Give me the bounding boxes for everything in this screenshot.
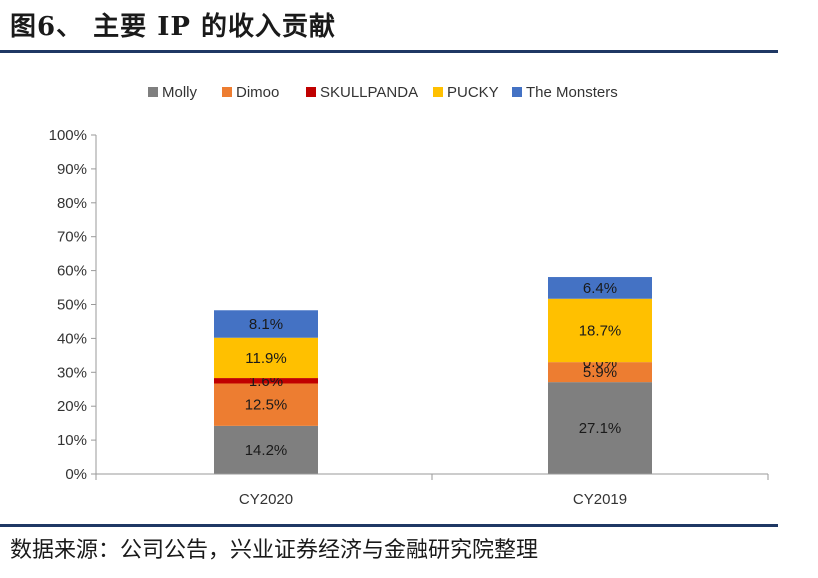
y-tick-label-10: 100%: [49, 127, 87, 144]
x-tick-label-0: CY2020: [239, 491, 293, 508]
bar-cy2019-molly: [548, 382, 652, 474]
title-rule: [0, 50, 778, 53]
y-tick-label-6: 60%: [57, 263, 87, 280]
y-tick-label-9: 90%: [57, 161, 87, 178]
data-label-cy2019-1: 5.9%: [583, 364, 617, 381]
bar-cy2019-dimoo: [548, 362, 652, 383]
source-rule: [0, 524, 778, 527]
bar-cy2020-dimoo: [214, 383, 318, 426]
legend-swatch-3: [433, 87, 443, 97]
y-tick-label-8: 80%: [57, 195, 87, 212]
legend-label-2: SKULLPANDA: [320, 84, 418, 101]
y-tick-label-4: 40%: [57, 330, 87, 347]
y-tick-label-7: 70%: [57, 229, 87, 246]
y-tick-label-5: 50%: [57, 297, 87, 314]
data-label-cy2020-1: 12.5%: [245, 397, 288, 414]
source-note: 数据来源：公司公告，兴业证券经济与金融研究院整理: [10, 538, 539, 563]
bar-cy2019-the-monsters: [548, 277, 652, 299]
legend-label-0: Molly: [162, 84, 198, 101]
bar-cy2020-the-monsters: [214, 310, 318, 338]
data-label-cy2020-0: 14.2%: [245, 442, 288, 459]
legend-label-3: PUCKY: [447, 84, 499, 101]
legend-swatch-4: [512, 87, 522, 97]
legend-swatch-0: [148, 87, 158, 97]
y-axis: 0% 10% 20% 30% 40% 50% 60% 70% 80% 90% 100%: [49, 127, 97, 483]
legend-swatch-1: [222, 87, 232, 97]
data-label-cy2020-3: 11.9%: [245, 350, 286, 367]
stacked-bar-chart: Molly Dimoo SKULLPANDA PUCKY The Monsters 0%…: [49, 84, 769, 508]
bar-cy2020-skullpanda: [214, 378, 318, 384]
bars: 14.2%12.5%1.6%11.9%8.1%27.1%5.9%0.0%18.7…: [214, 277, 652, 474]
y-tick-label-3: 30%: [57, 364, 87, 381]
bar-cy2020-pucky: [214, 337, 318, 379]
legend: Molly Dimoo SKULLPANDA PUCKY The Monsters: [148, 84, 618, 101]
y-tick-label-0: 0%: [65, 466, 87, 483]
data-label-cy2020-4: 8.1%: [249, 316, 283, 333]
data-label-cy2019-0: 27.1%: [579, 420, 622, 437]
legend-swatch-2: [306, 87, 316, 97]
bar-cy2019-pucky: [548, 298, 652, 363]
y-tick-label-2: 20%: [57, 398, 87, 415]
legend-label-1: Dimoo: [236, 84, 279, 101]
figure-title: 图6、 主要 IP 的收入贡献: [10, 12, 336, 42]
data-label-cy2019-3: 18.7%: [579, 322, 622, 339]
y-tick-label-1: 10%: [57, 432, 87, 449]
x-tick-label-1: CY2019: [573, 491, 627, 508]
x-axis: CY2020 CY2019: [95, 473, 769, 508]
data-label-cy2019-4: 6.4%: [583, 280, 617, 297]
bar-cy2020-molly: [214, 425, 318, 474]
legend-label-4: The Monsters: [526, 84, 618, 101]
